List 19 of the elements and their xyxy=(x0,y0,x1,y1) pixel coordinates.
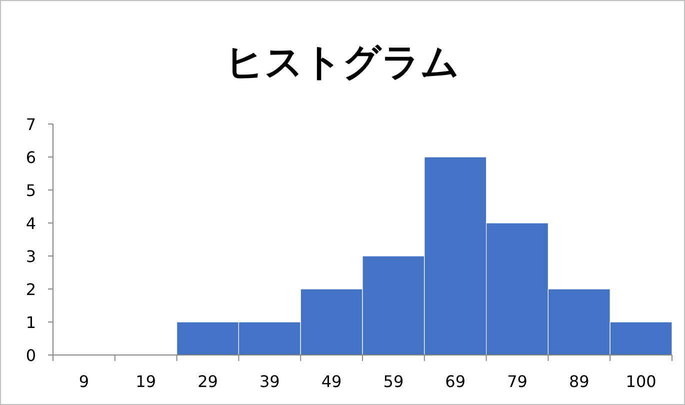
y-tick-label: 4 xyxy=(26,214,36,233)
x-tick-label: 79 xyxy=(507,372,528,391)
x-tick-label: 89 xyxy=(568,372,590,391)
x-tick-label: 69 xyxy=(445,372,466,391)
y-tick-label: 1 xyxy=(26,313,36,332)
y-tick-label: 3 xyxy=(26,247,36,266)
y-tick-label: 5 xyxy=(26,181,36,200)
y-tick-label: 6 xyxy=(26,148,36,167)
x-tick-label: 39 xyxy=(259,372,280,391)
x-tick-label: 49 xyxy=(321,372,342,391)
y-tick-label: 0 xyxy=(26,346,36,365)
x-tick-label: 19 xyxy=(136,372,156,391)
y-tick-label: 2 xyxy=(26,280,36,299)
chart-title: ヒストグラム xyxy=(226,40,460,84)
x-tick-label: 59 xyxy=(383,372,404,391)
x-tick-label: 29 xyxy=(198,372,218,391)
x-tick-label: 9 xyxy=(78,372,90,391)
y-tick-label: 7 xyxy=(26,115,36,134)
x-tick-label: 100 xyxy=(626,372,656,391)
